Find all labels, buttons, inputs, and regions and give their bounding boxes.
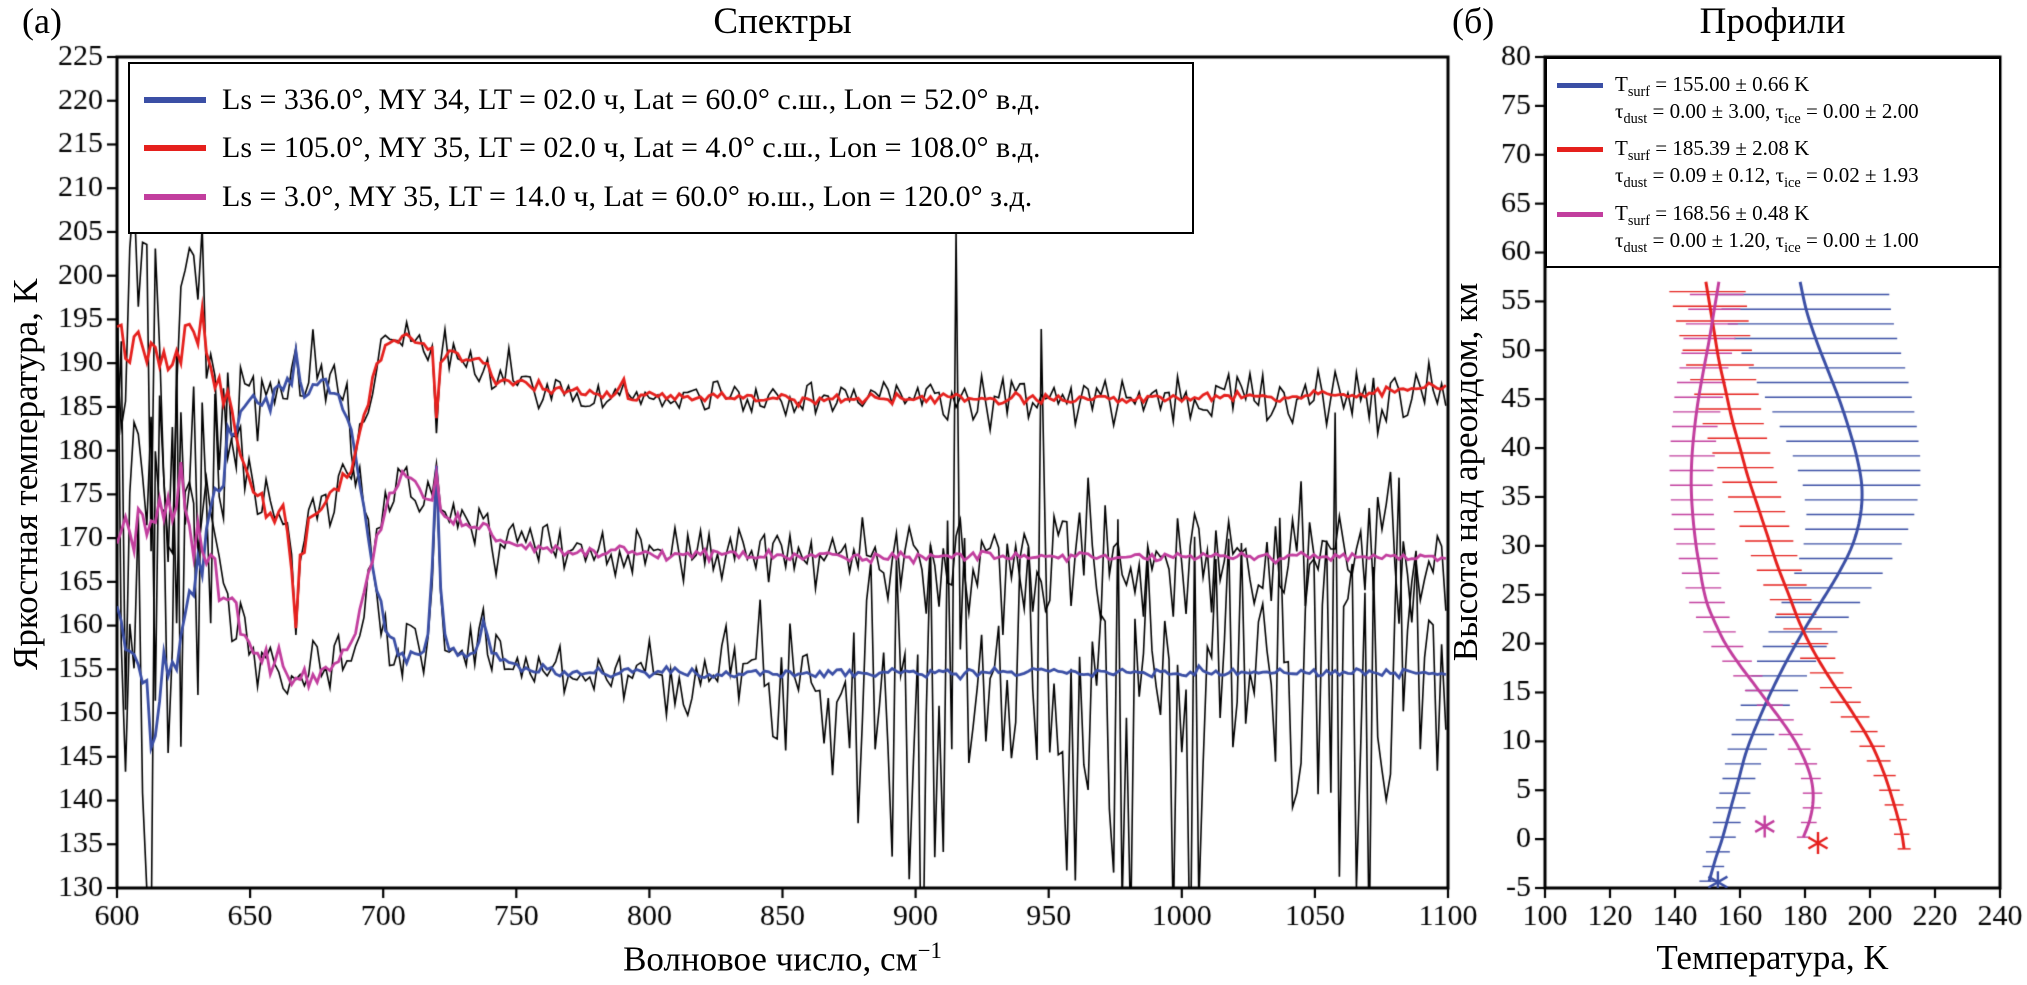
spectra-legend-entry: Ls = 336.0°, MY 34, LT = 02.0 ч, Lat = 6…	[144, 83, 1178, 117]
symbol: T	[1615, 136, 1628, 161]
symbol: τ	[1615, 99, 1624, 124]
subscript: ice	[1784, 240, 1801, 257]
panel-a-title: Спектры	[713, 1, 852, 42]
value: = 0.00 ± 3.00,	[1647, 99, 1776, 124]
profiles-legend-text: Tsurf = 185.39 ± 2.08 K τdust = 0.09 ± 0…	[1615, 135, 1919, 192]
symbol: τ	[1615, 227, 1624, 252]
subscript: ice	[1784, 175, 1801, 192]
symbol: τ	[1775, 227, 1785, 252]
value: = 0.09 ± 0.12,	[1647, 163, 1776, 188]
profiles-legend-text: Tsurf = 168.56 ± 0.48 K τdust = 0.00 ± 1…	[1615, 200, 1919, 257]
profiles-legend-entry: Tsurf = 185.39 ± 2.08 K τdust = 0.09 ± 0…	[1557, 135, 1999, 192]
subscript: dust	[1623, 111, 1648, 128]
spectra-legend-swatch	[144, 193, 206, 200]
panel-b-title: Профили	[1699, 1, 1846, 42]
profiles-legend-text: Tsurf = 155.00 ± 0.66 K τdust = 0.00 ± 3…	[1615, 71, 1919, 128]
value: = 185.39 ± 2.08 K	[1650, 136, 1810, 161]
panel-b-ylabel: Высота над ареоидом, км	[1446, 282, 1485, 662]
spectra-legend-entry: Ls = 105.0°, MY 35, LT = 02.0 ч, Lat = 4…	[144, 131, 1178, 165]
panel-profiles: (б) Профили Высота над ареоидом, км Темп…	[1446, 0, 2027, 985]
value: = 155.00 ± 0.66 K	[1650, 71, 1810, 96]
xlabel-superscript: −1	[917, 938, 942, 963]
profiles-legend-entry: Tsurf = 155.00 ± 0.66 K τdust = 0.00 ± 3…	[1557, 71, 1999, 126]
profiles-legend: Tsurf = 155.00 ± 0.66 K τdust = 0.00 ± 3…	[1545, 57, 2001, 268]
profiles-legend-entry: Tsurf = 168.56 ± 0.48 K τdust = 0.00 ± 1…	[1557, 200, 1999, 255]
tsurf-line: Tsurf = 168.56 ± 0.48 K	[1615, 200, 1919, 229]
symbol: τ	[1615, 163, 1624, 188]
spectra-legend: Ls = 336.0°, MY 34, LT = 02.0 ч, Lat = 6…	[128, 62, 1194, 234]
spectra-legend-swatch	[144, 145, 206, 151]
spectra-legend-label: Ls = 336.0°, MY 34, LT = 02.0 ч, Lat = 6…	[222, 82, 1041, 116]
value: = 0.02 ± 1.93	[1800, 163, 1919, 188]
tau-line: τdust = 0.00 ± 1.20, τice = 0.00 ± 1.00	[1615, 227, 1919, 257]
symbol: τ	[1775, 163, 1785, 188]
profiles-legend-swatch	[1557, 211, 1603, 217]
profiles-legend-swatch	[1557, 82, 1603, 88]
value: = 168.56 ± 0.48 K	[1650, 200, 1810, 225]
tsurf-line: Tsurf = 185.39 ± 2.08 K	[1615, 135, 1919, 165]
spectra-legend-label: Ls = 105.0°, MY 35, LT = 02.0 ч, Lat = 4…	[222, 131, 1041, 164]
symbol: τ	[1775, 99, 1785, 124]
subscript: surf	[1627, 83, 1651, 100]
subscript: ice	[1784, 111, 1801, 128]
panel-b-corner-label: (б)	[1452, 1, 1495, 41]
panel-b-xlabel: Температура, K	[1656, 938, 1889, 977]
panel-a-ylabel: Яркостная температура, K	[6, 278, 45, 670]
value: = 0.00 ± 1.00	[1800, 227, 1919, 252]
subscript: surf	[1627, 148, 1651, 165]
tsurf-line: Tsurf = 155.00 ± 0.66 K	[1615, 71, 1919, 100]
tau-line: τdust = 0.09 ± 0.12, τice = 0.02 ± 1.93	[1615, 162, 1919, 192]
tau-line: τdust = 0.00 ± 3.00, τice = 0.00 ± 2.00	[1615, 98, 1919, 128]
panel-a-xlabel: Волновое число, см−1	[117, 938, 1448, 980]
spectra-legend-entry: Ls = 3.0°, MY 35, LT = 14.0 ч, Lat = 60.…	[144, 180, 1178, 214]
spectra-legend-swatch	[144, 96, 206, 103]
panel-spectra: (а) Спектры Яркостная температура, K Вол…	[0, 0, 1500, 985]
subscript: surf	[1627, 212, 1651, 229]
spectra-legend-label: Ls = 3.0°, MY 35, LT = 14.0 ч, Lat = 60.…	[222, 179, 1033, 213]
symbol: T	[1615, 71, 1628, 96]
profiles-legend-swatch	[1557, 147, 1603, 153]
panel-a-corner-label: (а)	[22, 1, 62, 41]
xlabel-base: Волновое число, см	[623, 939, 918, 979]
value: = 0.00 ± 2.00	[1800, 99, 1919, 124]
subscript: dust	[1623, 175, 1648, 192]
subscript: dust	[1623, 240, 1648, 257]
symbol: T	[1615, 200, 1628, 225]
value: = 0.00 ± 1.20,	[1647, 227, 1776, 252]
